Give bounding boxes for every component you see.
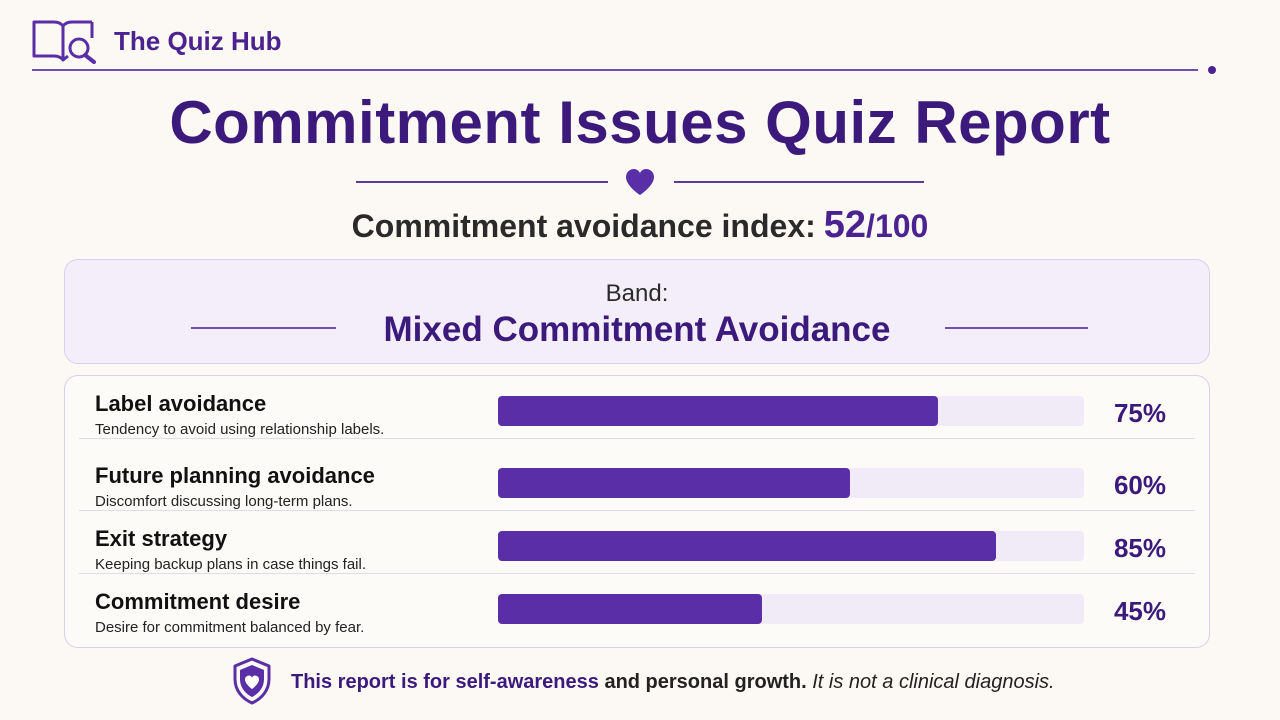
metric-bar-fill [498, 531, 997, 561]
metrics-card: Label avoidance Tendency to avoid using … [64, 375, 1210, 648]
metric-name: Label avoidance [95, 391, 267, 416]
footer-disclaimer: This report is for self-awareness and pe… [0, 657, 1280, 709]
metric-bar-fill [498, 468, 850, 498]
index-denominator: /100 [866, 208, 929, 244]
metric-description: Desire for commitment balanced by fear. [95, 619, 365, 636]
metric-name: Exit strategy [95, 526, 228, 551]
header-divider [32, 69, 1198, 71]
band-divider-left [191, 327, 336, 329]
book-magnifier-icon [32, 20, 96, 64]
metric-bar-fill [498, 396, 938, 426]
metric-row: Exit strategy Keeping backup plans in ca… [65, 511, 1209, 574]
metric-percent: 85% [1113, 533, 1167, 563]
brand-name[interactable]: The Quiz Hub [114, 26, 282, 56]
metric-row: Label avoidance Tendency to avoid using … [65, 376, 1209, 439]
header: The Quiz Hub [32, 16, 1222, 76]
footer-text-part3: It is not a clinical diagnosis. [806, 671, 1055, 693]
band-divider-right [945, 327, 1088, 329]
page-title: Commitment Issues Quiz Report [169, 89, 1111, 156]
metric-percent: 75% [1113, 398, 1167, 428]
heart-icon [626, 169, 654, 195]
metric-description: Tendency to avoid using relationship lab… [95, 421, 385, 438]
metric-bar-track [498, 594, 1084, 624]
metric-bar-track [498, 531, 1084, 561]
metric-bar-fill [498, 594, 762, 624]
metric-row: Commitment desire Desire for commitment … [65, 574, 1209, 637]
footer-text-part1: This report is for self-awareness [291, 671, 599, 693]
metric-percent: 60% [1113, 470, 1167, 500]
metric-description: Discomfort discussing long-term plans. [95, 493, 353, 510]
metric-percent: 45% [1113, 596, 1167, 626]
shield-heart-icon [233, 657, 271, 705]
metric-row: Future planning avoidance Discomfort dis… [65, 448, 1209, 511]
metric-bar-track [498, 396, 1084, 426]
band-label: Band: [605, 280, 669, 307]
metric-bar-track [498, 468, 1084, 498]
title-divider-left [356, 181, 608, 183]
band-card: Band: Mixed Commitment Avoidance [64, 259, 1210, 364]
header-divider-dot [1208, 66, 1216, 74]
footer-text: This report is for self-awareness and pe… [291, 671, 1055, 694]
index-label: Commitment avoidance index: [351, 208, 816, 244]
title-divider-right [674, 181, 924, 183]
index-score: 52 [823, 204, 867, 246]
band-value: Mixed Commitment Avoidance [383, 310, 891, 349]
metric-description: Keeping backup plans in case things fail… [95, 556, 367, 573]
metric-name: Future planning avoidance [95, 463, 375, 488]
footer-text-part2: and personal growth. [598, 671, 807, 693]
avoidance-index: Commitment avoidance index: 52/100 [0, 204, 1280, 247]
metric-name: Commitment desire [95, 589, 301, 614]
